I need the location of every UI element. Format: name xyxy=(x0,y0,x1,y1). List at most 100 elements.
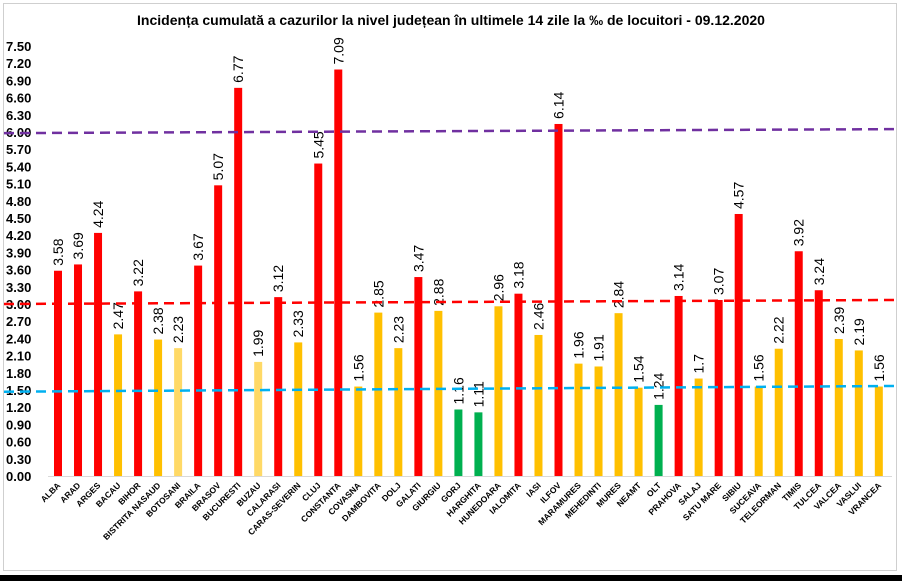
data-label: 2.33 xyxy=(290,310,306,337)
y-tick-label: 6.60 xyxy=(6,91,31,106)
bar-valcea xyxy=(834,338,843,476)
bar-vaslui xyxy=(854,350,863,476)
y-tick-label: 4.50 xyxy=(6,211,31,226)
data-label: 3.14 xyxy=(671,264,687,291)
bar-prahova xyxy=(674,295,683,476)
bar-bacau xyxy=(114,334,123,476)
bar-gorj xyxy=(454,409,463,476)
data-label: 6.77 xyxy=(230,55,246,82)
y-tick-label: 0.30 xyxy=(6,452,31,467)
data-label: 7.09 xyxy=(330,37,346,64)
bar-brasov xyxy=(214,185,223,476)
bar-salaj xyxy=(694,378,703,476)
bottom-border xyxy=(0,575,902,581)
y-tick-label: 1.50 xyxy=(6,383,31,398)
y-tick-label: 1.80 xyxy=(6,366,31,381)
data-label: 3.18 xyxy=(510,261,526,288)
data-label: 3.58 xyxy=(50,238,66,265)
bar-calarasi xyxy=(274,297,283,476)
y-tick-label: 2.40 xyxy=(6,331,31,346)
bar-braila xyxy=(194,265,203,476)
y-tick-label: 0.00 xyxy=(6,469,31,484)
chart-title: Incidența cumulată a cazurilor la nivel … xyxy=(137,12,765,28)
y-tick-label: 3.30 xyxy=(6,280,31,295)
chart-frame xyxy=(3,3,897,571)
data-label: 2.38 xyxy=(150,307,166,334)
bar-vrancea xyxy=(874,386,883,476)
bar-sibiu xyxy=(734,213,743,476)
bar-buzau xyxy=(254,361,263,476)
bar-timis xyxy=(794,251,803,476)
data-label: 3.67 xyxy=(190,233,206,260)
data-label: 2.23 xyxy=(390,316,406,343)
bar-arges xyxy=(94,232,103,476)
data-label: 1.7 xyxy=(691,354,707,374)
reference-line xyxy=(3,127,895,135)
y-tick-label: 1.20 xyxy=(6,400,31,415)
bar-suceava xyxy=(754,386,763,476)
bar-alba xyxy=(54,270,62,476)
data-label: 1.54 xyxy=(631,355,647,382)
y-tick-label: 3.60 xyxy=(6,263,31,278)
data-label: 1.24 xyxy=(651,372,667,399)
data-label: 2.84 xyxy=(611,281,627,308)
y-tick-label: 3.90 xyxy=(6,245,31,260)
bar-constanta xyxy=(334,69,343,477)
data-label: 2.22 xyxy=(771,316,787,343)
data-label: 1.99 xyxy=(250,329,266,356)
data-label: 1.11 xyxy=(470,381,486,407)
y-tick-label: 5.40 xyxy=(6,159,31,174)
bar-bucuresti xyxy=(234,87,243,476)
data-label: 4.24 xyxy=(90,200,106,227)
y-tick-label: 2.10 xyxy=(6,349,31,364)
data-label: 3.47 xyxy=(410,245,426,272)
reference-line xyxy=(3,298,895,306)
data-label: 3.24 xyxy=(811,258,827,285)
data-label: 1.96 xyxy=(571,331,587,358)
bar-ialomita xyxy=(514,293,523,476)
bar-cluj xyxy=(314,163,323,477)
x-tick-label: ALBA xyxy=(39,480,63,504)
y-tick-label: 6.30 xyxy=(6,108,31,123)
data-label: 4.57 xyxy=(731,182,747,209)
bar-dambovita xyxy=(374,312,383,476)
data-label: 1.56 xyxy=(751,354,767,381)
bar-giurgiu xyxy=(434,310,443,476)
data-label: 1.56 xyxy=(350,354,366,381)
data-label: 2.85 xyxy=(370,280,386,307)
bar-harghita xyxy=(474,412,483,476)
data-label: 3.69 xyxy=(70,232,86,259)
bar-caras-severin xyxy=(294,342,303,476)
bar-maramures xyxy=(574,363,583,476)
bar-hunedoara xyxy=(494,306,503,476)
y-tick-label: 2.70 xyxy=(6,314,31,329)
y-tick-label: 4.80 xyxy=(6,194,31,209)
bar-mehedinti xyxy=(594,366,603,476)
data-label: 2.96 xyxy=(490,274,506,301)
data-label: 5.07 xyxy=(210,153,226,180)
bar-bistrita-nasaud xyxy=(154,339,163,476)
bar-galati xyxy=(414,277,423,476)
data-label: 5.45 xyxy=(310,131,326,158)
y-tick-label: 6.90 xyxy=(6,73,31,88)
data-label: 3.07 xyxy=(711,268,727,295)
y-tick-label: 0.90 xyxy=(6,417,31,432)
data-label: 1.56 xyxy=(871,354,887,381)
bar-dolj xyxy=(394,348,403,476)
data-label: 3.92 xyxy=(791,219,807,246)
y-tick-label: 5.10 xyxy=(6,177,31,192)
data-label: 6.14 xyxy=(551,92,567,119)
y-tick-label: 6.00 xyxy=(6,125,31,140)
bar-olt xyxy=(654,404,663,476)
bar-ilfov xyxy=(554,123,563,477)
bar-teleorman xyxy=(774,348,783,476)
bar-arad xyxy=(74,264,83,476)
y-tick-label: 4.20 xyxy=(6,228,31,243)
bar-tulcea xyxy=(814,290,823,476)
data-label: 2.46 xyxy=(530,302,546,329)
y-tick-label: 0.60 xyxy=(6,435,31,450)
reference-line xyxy=(3,384,895,393)
bar-iasi xyxy=(534,334,543,476)
data-label: 3.22 xyxy=(130,259,146,286)
